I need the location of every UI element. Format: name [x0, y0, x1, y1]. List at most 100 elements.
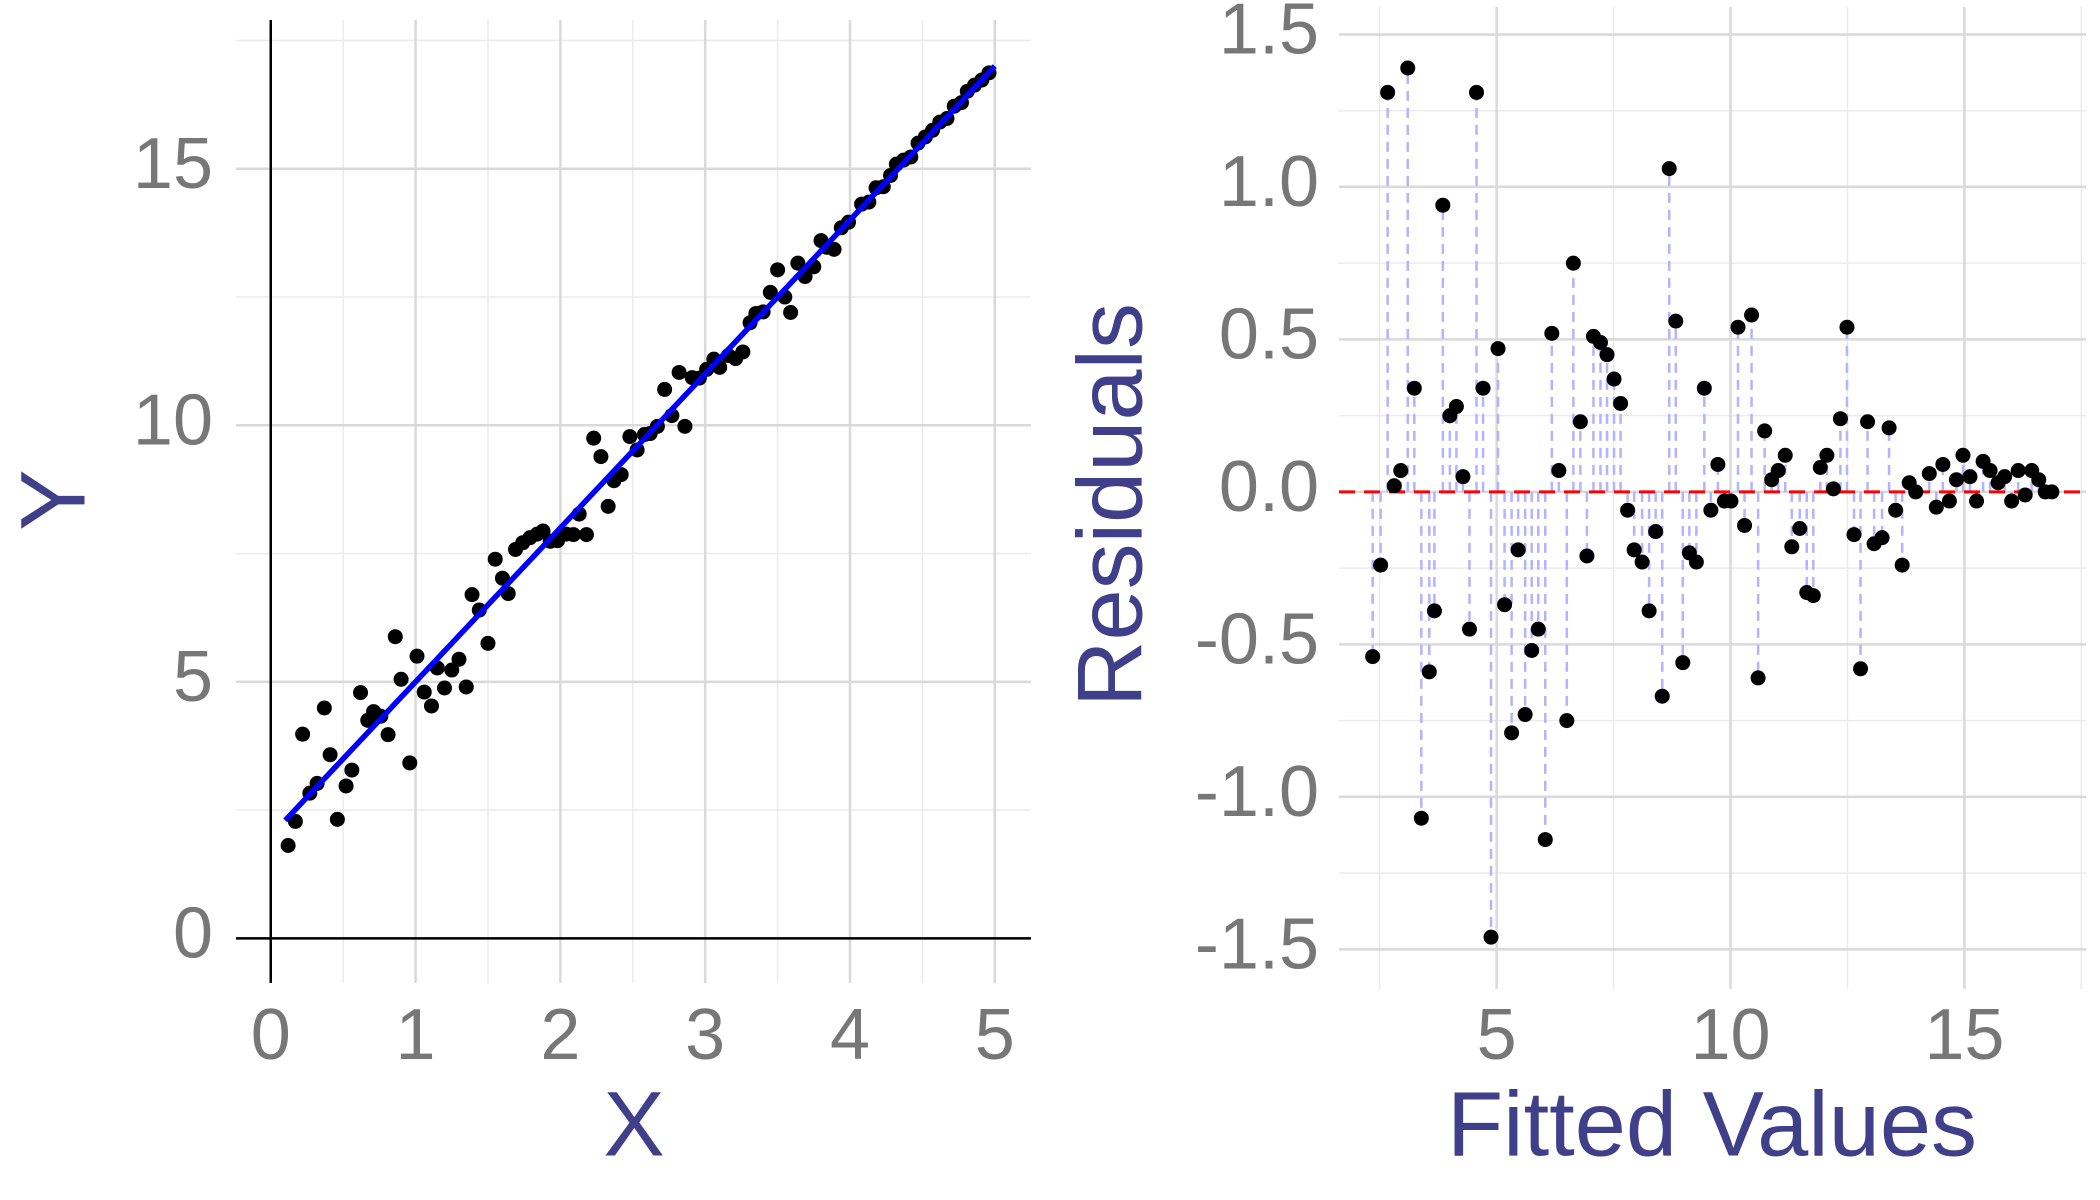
point: [1620, 502, 1636, 518]
point: [1744, 307, 1760, 323]
point: [329, 811, 345, 827]
point: [1860, 414, 1876, 430]
point: [1955, 447, 1971, 463]
point: [1426, 603, 1442, 619]
point: [1537, 832, 1553, 848]
x-axis-title: X: [603, 1073, 664, 1175]
point: [1462, 621, 1478, 637]
point: [1455, 469, 1471, 485]
point: [1634, 554, 1650, 570]
x-axis-title: Fitted Values: [1447, 1073, 1977, 1175]
x-tick-label: 3: [685, 995, 725, 1075]
point: [790, 255, 806, 271]
point: [1626, 542, 1642, 558]
y-tick-label: 5: [173, 637, 213, 717]
point: [770, 262, 786, 278]
point: [1941, 493, 1957, 509]
point: [1524, 642, 1540, 658]
x-tick-label: 10: [1690, 995, 1770, 1075]
point: [402, 755, 418, 771]
point: [1435, 197, 1451, 213]
point: [344, 762, 360, 778]
point: [1805, 588, 1821, 604]
point: [393, 671, 409, 687]
point: [565, 527, 581, 543]
point: [735, 344, 751, 360]
point: [1592, 334, 1608, 350]
point: [1393, 463, 1409, 479]
point: [409, 648, 425, 664]
fit-line: [283, 64, 997, 823]
point: [1661, 161, 1677, 177]
point: [1832, 411, 1848, 427]
point: [1599, 347, 1615, 363]
point: [1483, 929, 1499, 945]
y-tick-label: 15: [133, 124, 213, 204]
point: [2044, 484, 2060, 500]
y-tick-label: 0.5: [1219, 294, 1319, 374]
point: [437, 680, 453, 696]
point: [1641, 603, 1657, 619]
point: [1421, 664, 1437, 680]
point: [1551, 463, 1567, 479]
point: [2010, 463, 2026, 479]
y-axis-title: Y: [2, 469, 104, 530]
point: [1874, 530, 1890, 546]
point: [1565, 255, 1581, 271]
point: [586, 430, 602, 446]
y-tick-label: -0.5: [1195, 599, 1319, 679]
point: [444, 662, 460, 678]
x-tick-label: 5: [1477, 995, 1517, 1075]
point: [1770, 463, 1786, 479]
x-tick-label: 15: [1924, 995, 2004, 1075]
point: [380, 727, 396, 743]
y-tick-label: 10: [133, 380, 213, 460]
point: [593, 449, 609, 465]
point: [2017, 487, 2033, 503]
point: [1969, 493, 1985, 509]
point: [338, 778, 354, 794]
point: [1723, 493, 1739, 509]
point: [1777, 447, 1793, 463]
point: [826, 241, 842, 257]
point: [295, 726, 311, 742]
x-tick-label: 1: [396, 995, 436, 1075]
point: [1365, 649, 1381, 665]
point: [1380, 84, 1396, 100]
y-tick-label: 0.0: [1219, 447, 1319, 527]
point: [1668, 313, 1684, 329]
point: [280, 838, 296, 854]
point: [1812, 460, 1828, 476]
point: [1688, 554, 1704, 570]
point: [1784, 539, 1800, 555]
point: [622, 429, 638, 445]
y-tick-label: 1.0: [1219, 142, 1319, 222]
point: [1997, 469, 2013, 485]
point: [762, 284, 778, 300]
point: [1750, 670, 1766, 686]
point: [1948, 472, 1964, 488]
point: [416, 684, 432, 700]
point: [1921, 466, 1937, 482]
point: [1517, 707, 1533, 723]
point: [1613, 395, 1629, 411]
point: [1846, 527, 1862, 543]
y-tick-label: -1.0: [1195, 752, 1319, 832]
point: [2004, 493, 2020, 509]
point: [600, 498, 616, 514]
x-tick-label: 4: [830, 995, 870, 1075]
point: [1606, 371, 1622, 387]
point: [458, 679, 474, 695]
point: [1413, 810, 1429, 826]
x-tick-label: 5: [975, 995, 1015, 1075]
x-tick-label: 0: [251, 995, 291, 1075]
point: [1504, 725, 1520, 741]
point: [1497, 597, 1513, 613]
point: [1675, 655, 1691, 671]
point: [1469, 84, 1485, 100]
point: [1894, 557, 1910, 573]
point: [423, 698, 439, 714]
point: [1928, 499, 1944, 515]
point: [1406, 380, 1422, 396]
